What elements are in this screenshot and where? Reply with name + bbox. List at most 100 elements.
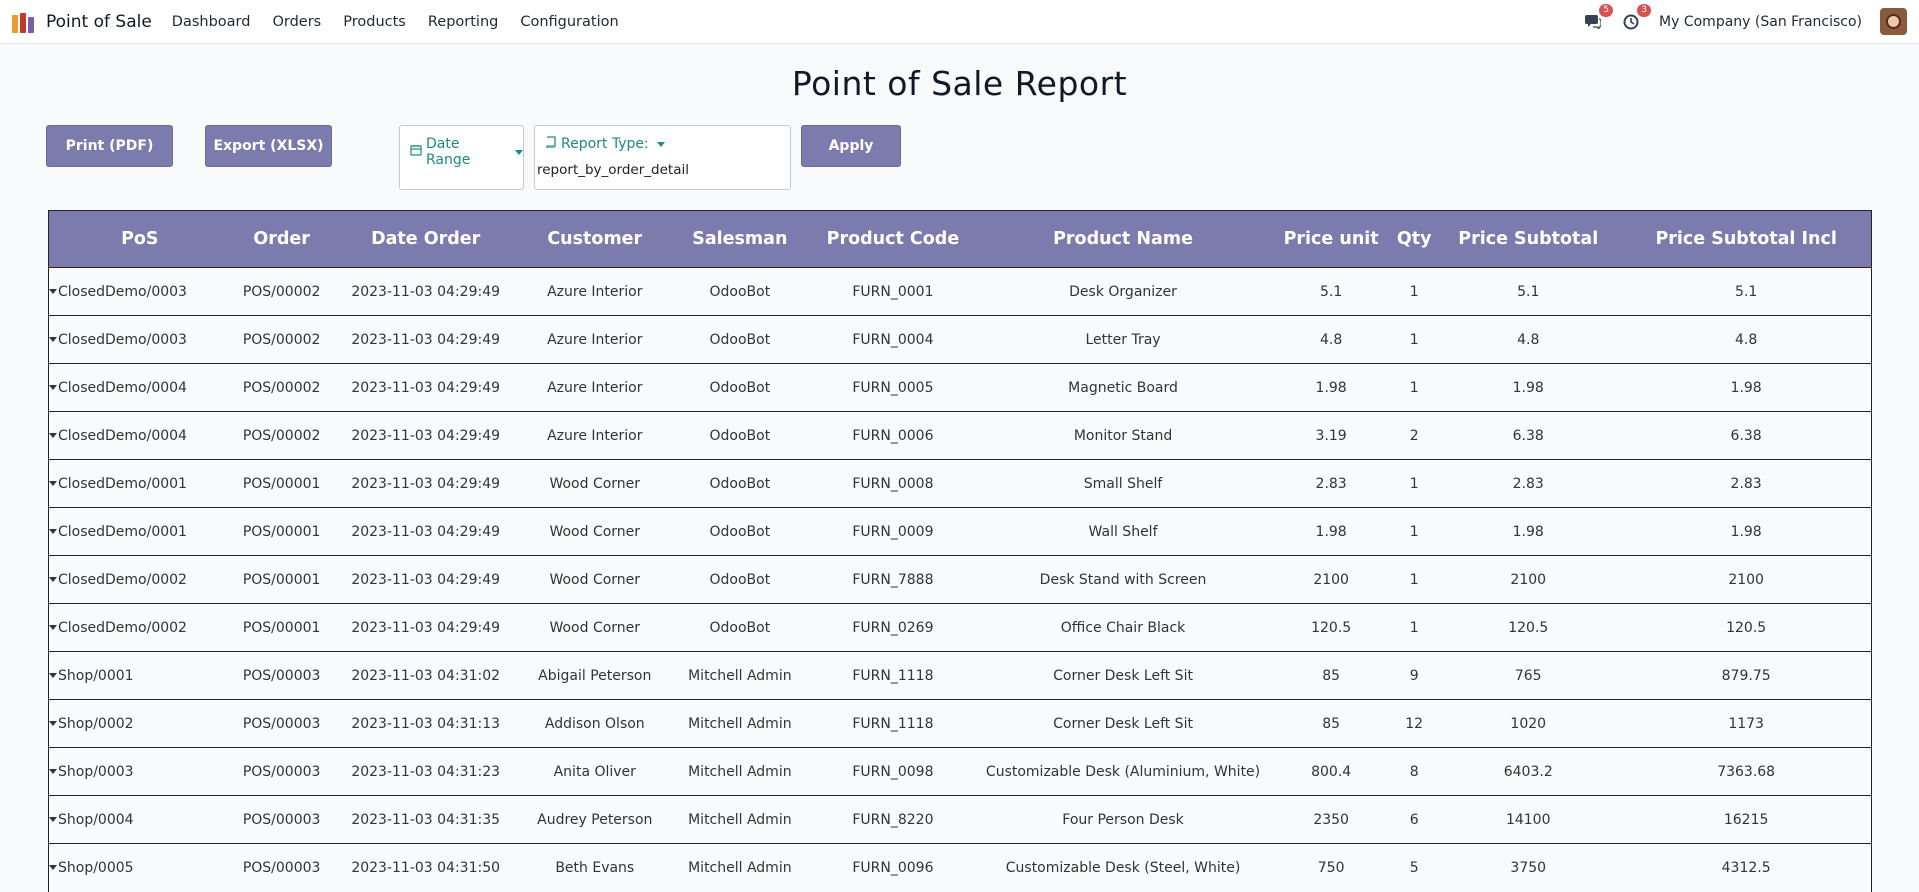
column-header-salesman[interactable]: Salesman bbox=[670, 210, 809, 268]
table-row[interactable]: ClosedDemo/0003 POS/00002 2023-11-03 04:29… bbox=[48, 315, 1872, 364]
menu-orders[interactable]: Orders bbox=[272, 13, 322, 30]
expand-caret-icon[interactable] bbox=[49, 673, 57, 678]
table-row[interactable]: ClosedDemo/0004 POS/00002 2023-11-03 04:29… bbox=[48, 411, 1872, 460]
menu-reporting[interactable]: Reporting bbox=[427, 13, 499, 30]
expand-caret-icon[interactable] bbox=[49, 337, 57, 342]
pos-session-label: ClosedDemo/0001 bbox=[58, 523, 187, 540]
expand-caret-icon[interactable] bbox=[49, 865, 57, 871]
table-row[interactable]: Shop/0003 POS/00003 2023-11-03 04:31:23 Ani… bbox=[48, 747, 1872, 796]
cell-price-unit: 120.5 bbox=[1269, 603, 1394, 652]
messages-icon[interactable]: 5 bbox=[1583, 3, 1614, 32]
cell-price-unit: 2350 bbox=[1269, 795, 1394, 844]
cell-price-unit: 1.98 bbox=[1269, 507, 1394, 556]
cell-qty: 1 bbox=[1393, 555, 1436, 604]
menu-products[interactable]: Products bbox=[343, 13, 406, 30]
date-range-toggle[interactable]: Date Range bbox=[400, 126, 523, 168]
cell-pos[interactable]: ClosedDemo/0002 bbox=[48, 555, 231, 604]
print-pdf-button[interactable]: Print (PDF) bbox=[46, 125, 173, 167]
table-row[interactable]: ClosedDemo/0001 POS/00001 2023-11-03 04:29… bbox=[48, 507, 1872, 556]
cell-date-order: 2023-11-03 04:29:49 bbox=[332, 603, 519, 652]
cell-product-name: Customizable Desk (Aluminium, White) bbox=[976, 747, 1270, 796]
expand-caret-icon[interactable] bbox=[49, 433, 57, 438]
table-row[interactable]: ClosedDemo/0004 POS/00002 2023-11-03 04:29… bbox=[48, 363, 1872, 412]
column-header-price-subtotal-incl[interactable]: Price Subtotal Incl bbox=[1621, 210, 1872, 268]
cell-salesman: Mitchell Admin bbox=[670, 699, 809, 748]
activity-clock-icon[interactable]: 3 bbox=[1621, 3, 1652, 32]
expand-caret-icon[interactable] bbox=[49, 625, 57, 630]
expand-caret-icon[interactable] bbox=[49, 481, 57, 486]
cell-customer: Wood Corner bbox=[518, 459, 671, 508]
cell-qty: 1 bbox=[1393, 459, 1436, 508]
column-header-price-unit[interactable]: Price unit bbox=[1269, 210, 1394, 268]
pos-session-label: ClosedDemo/0002 bbox=[58, 571, 187, 588]
table-row[interactable]: ClosedDemo/0003 POS/00002 2023-11-03 04:29… bbox=[48, 267, 1872, 316]
cell-order: POS/00002 bbox=[230, 267, 333, 316]
table-row[interactable]: Shop/0001 POS/00003 2023-11-03 04:31:02 Abi… bbox=[48, 651, 1872, 700]
cell-pos[interactable]: ClosedDemo/0001 bbox=[48, 507, 231, 556]
cell-pos[interactable]: Shop/0001 bbox=[48, 651, 231, 700]
column-header-customer[interactable]: Customer bbox=[518, 210, 671, 268]
cell-pos[interactable]: ClosedDemo/0004 bbox=[48, 411, 231, 460]
menu-dashboard[interactable]: Dashboard bbox=[171, 13, 251, 30]
cell-price-subtotal-incl: 5.1 bbox=[1621, 267, 1872, 316]
table-row[interactable]: ClosedDemo/0001 POS/00001 2023-11-03 04:29… bbox=[48, 459, 1872, 508]
expand-caret-icon[interactable] bbox=[49, 769, 57, 774]
report-type-filter[interactable]: Report Type: report_by_order_detail bbox=[534, 125, 791, 190]
cell-product-code: FURN_0009 bbox=[808, 507, 977, 556]
app-logo-icon[interactable] bbox=[12, 11, 38, 33]
cell-salesman: OdooBot bbox=[670, 267, 809, 316]
cell-pos[interactable]: ClosedDemo/0001 bbox=[48, 459, 231, 508]
date-range-filter[interactable]: Date Range bbox=[399, 125, 524, 190]
cell-salesman: OdooBot bbox=[670, 603, 809, 652]
column-header-price-subtotal[interactable]: Price Subtotal bbox=[1435, 210, 1622, 268]
table-row[interactable]: ClosedDemo/0002 POS/00001 2023-11-03 04:29… bbox=[48, 555, 1872, 604]
cell-product-code: FURN_0001 bbox=[808, 267, 977, 316]
table-row[interactable]: Shop/0004 POS/00003 2023-11-03 04:31:35 Aud… bbox=[48, 795, 1872, 844]
cell-price-subtotal: 1.98 bbox=[1435, 507, 1622, 556]
cell-salesman: Mitchell Admin bbox=[670, 795, 809, 844]
app-name[interactable]: Point of Sale bbox=[46, 11, 152, 32]
pos-session-label: ClosedDemo/0004 bbox=[58, 427, 187, 444]
column-header-product-name[interactable]: Product Name bbox=[976, 210, 1270, 268]
cell-pos[interactable]: Shop/0005 bbox=[48, 843, 231, 892]
expand-caret-icon[interactable] bbox=[49, 817, 57, 822]
cell-pos[interactable]: Shop/0003 bbox=[48, 747, 231, 796]
menu-configuration[interactable]: Configuration bbox=[520, 13, 619, 30]
cell-pos[interactable]: ClosedDemo/0004 bbox=[48, 363, 231, 412]
expand-caret-icon[interactable] bbox=[49, 577, 57, 582]
table-row[interactable]: Shop/0005 POS/00003 2023-11-03 04:31:50 Bet… bbox=[48, 843, 1872, 892]
column-header-order[interactable]: Order bbox=[230, 210, 333, 268]
expand-caret-icon[interactable] bbox=[49, 529, 57, 534]
pos-session-label: ClosedDemo/0003 bbox=[58, 283, 187, 300]
cell-price-subtotal-incl: 7363.68 bbox=[1621, 747, 1872, 796]
column-header-pos[interactable]: PoS bbox=[48, 210, 231, 268]
cell-price-subtotal-incl: 2.83 bbox=[1621, 459, 1872, 508]
table-row[interactable]: Shop/0002 POS/00003 2023-11-03 04:31:13 Add… bbox=[48, 699, 1872, 748]
column-header-product-code[interactable]: Product Code bbox=[808, 210, 977, 268]
user-avatar[interactable] bbox=[1880, 8, 1907, 35]
cell-price-subtotal-incl: 120.5 bbox=[1621, 603, 1872, 652]
cell-pos[interactable]: Shop/0002 bbox=[48, 699, 231, 748]
cell-pos[interactable]: ClosedDemo/0003 bbox=[48, 315, 231, 364]
company-switcher[interactable]: My Company (San Francisco) bbox=[1659, 13, 1862, 30]
chevron-down-icon bbox=[656, 141, 665, 147]
apply-button[interactable]: Apply bbox=[801, 125, 901, 167]
cell-price-subtotal: 6.38 bbox=[1435, 411, 1622, 460]
cell-pos[interactable]: Shop/0004 bbox=[48, 795, 231, 844]
export-xlsx-button[interactable]: Export (XLSX) bbox=[205, 125, 332, 167]
chevron-down-icon bbox=[515, 149, 523, 155]
report-type-toggle[interactable]: Report Type: bbox=[535, 126, 790, 152]
table-row[interactable]: ClosedDemo/0002 POS/00001 2023-11-03 04:29… bbox=[48, 603, 1872, 652]
expand-caret-icon[interactable] bbox=[49, 721, 57, 726]
cell-pos[interactable]: ClosedDemo/0003 bbox=[48, 267, 231, 316]
cell-price-subtotal: 2.83 bbox=[1435, 459, 1622, 508]
cell-salesman: Mitchell Admin bbox=[670, 747, 809, 796]
expand-caret-icon[interactable] bbox=[49, 289, 57, 294]
expand-caret-icon[interactable] bbox=[49, 385, 57, 390]
cell-product-name: Four Person Desk bbox=[976, 795, 1270, 844]
column-header-date-order[interactable]: Date Order bbox=[332, 210, 519, 268]
cell-pos[interactable]: ClosedDemo/0002 bbox=[48, 603, 231, 652]
cell-date-order: 2023-11-03 04:29:49 bbox=[332, 555, 519, 604]
cell-date-order: 2023-11-03 04:31:02 bbox=[332, 651, 519, 700]
column-header-qty[interactable]: Qty bbox=[1393, 210, 1436, 268]
